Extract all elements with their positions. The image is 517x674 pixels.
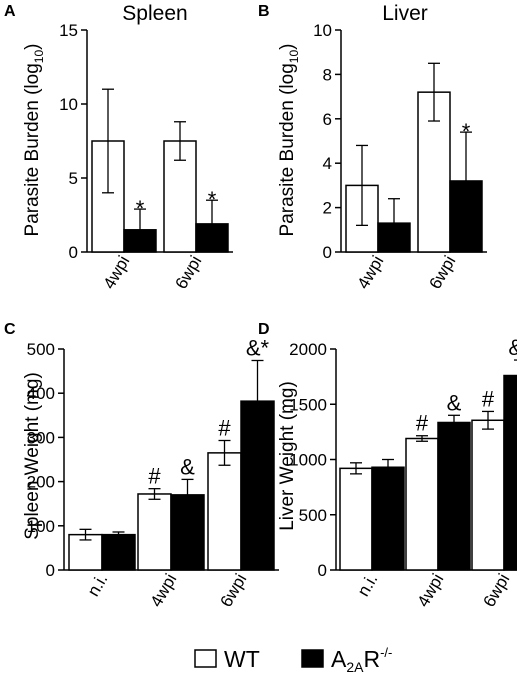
significance-marker: &*: [246, 335, 270, 360]
bar: [207, 452, 242, 571]
panel-d-y-tick-label: 2000: [289, 340, 327, 359]
panel-b-x-tick-label: 4wpi: [354, 253, 388, 293]
bar: [170, 494, 205, 571]
panel-b-x-tick-label: 6wpi: [426, 253, 460, 293]
panel-a-y-tick-label: 10: [59, 95, 78, 114]
panel-letter-b: B: [258, 3, 270, 20]
panel-b-y-tick-label: 8: [323, 65, 332, 84]
significance-marker: #: [148, 464, 161, 489]
bar: [449, 180, 483, 253]
panel-c-ylabel: Spleen Weight (mg): [22, 372, 43, 540]
legend-swatch-wt: [194, 649, 217, 668]
panel-a-y-tick-label: 5: [69, 169, 78, 188]
panel-b-ylabel: Parasite Burden (log10): [277, 44, 301, 237]
legend: WT A2AR-/-: [194, 645, 392, 674]
panel-b-title: Liver: [382, 2, 428, 25]
significance-marker: *: [136, 196, 145, 221]
panel-c-plot: 0 100 200 300 400 500 n.i. 4wpi 6wpi # &# &*: [27, 335, 279, 610]
bar: [503, 374, 517, 571]
significance-marker: #: [482, 386, 495, 411]
panel-a-plot: 0 5 10 15 4wpi 6wpi * *: [59, 21, 233, 292]
legend-label-wt: WT: [224, 646, 260, 672]
bar: [195, 223, 229, 253]
panel-d-plot: 0 500 1000 1500 2000 n.i. 4wpi 6wpi #&# &*: [289, 335, 517, 610]
panel-letter-d: D: [258, 321, 270, 338]
panel-b-y-tick-label: 6: [323, 110, 332, 129]
panel-d-ylabel: Liver Weight (mg): [277, 381, 298, 531]
panel-c-y-tick-label: 500: [27, 340, 55, 359]
panel-b-y-tick-label: 0: [323, 243, 332, 262]
panel-letter-c: C: [4, 321, 16, 338]
panel-d-x-tick-label: n.i.: [354, 571, 382, 600]
panel-a-y-tick-label: 15: [59, 21, 78, 40]
bar: [339, 467, 373, 571]
bar: [137, 493, 172, 571]
panel-d-x-tick-label: 6wpi: [480, 571, 514, 611]
panel-c-y-tick-label: 300: [27, 428, 55, 447]
panel-c-x-tick-label: 6wpi: [217, 571, 251, 611]
panel-letter-a: A: [4, 3, 16, 20]
significance-marker: #: [416, 411, 429, 436]
panel-c-y-tick-label: 200: [27, 473, 55, 492]
significance-marker: &: [180, 454, 195, 479]
panel-d-x-tick-label: 4wpi: [414, 571, 448, 611]
panel-b-y-tick-label: 2: [323, 199, 332, 218]
legend-swatch-a2ar: [301, 649, 324, 668]
panel-a-ylabel: Parasite Burden (log10): [22, 44, 46, 237]
panel-c-y-tick-label: 0: [46, 561, 55, 580]
significance-marker: #: [218, 415, 231, 440]
significance-marker: *: [208, 187, 217, 212]
panel-c-x-tick-label: 4wpi: [147, 571, 181, 611]
panel-b-y-tick-label: 10: [313, 21, 332, 40]
panel-b-y-tick-label: 4: [323, 154, 332, 173]
significance-marker: *: [462, 119, 471, 144]
panel-d-y-tick-label: 1000: [289, 451, 327, 470]
bar: [240, 400, 275, 571]
panel-a-x-tick-label: 4wpi: [100, 253, 134, 293]
bar: [377, 222, 411, 253]
panel-d-y-tick-label: 0: [318, 561, 327, 580]
bar: [123, 229, 157, 253]
panel-a-title: Spleen: [122, 2, 187, 25]
significance-marker: &: [447, 390, 462, 415]
panel-d-y-tick-label: 1500: [289, 395, 327, 414]
panel-c-x-tick-label: n.i.: [84, 571, 112, 600]
panel-c-y-tick-label: 100: [27, 517, 55, 536]
panel-a-y-tick-label: 0: [69, 243, 78, 262]
bar: [437, 421, 471, 571]
panel-c-y-tick-label: 400: [27, 384, 55, 403]
panel-a-x-tick-label: 6wpi: [172, 253, 206, 293]
panel-b-plot: 0 2 4 6 8 10 4wpi 6wpi *: [313, 21, 487, 292]
significance-marker: &*: [508, 335, 517, 360]
bar: [471, 419, 505, 571]
bar: [371, 466, 405, 571]
bar: [405, 437, 439, 571]
bar: [101, 533, 136, 571]
legend-label-a2ar: A2AR-/-: [331, 645, 392, 674]
panel-d-y-tick-label: 500: [299, 506, 327, 525]
